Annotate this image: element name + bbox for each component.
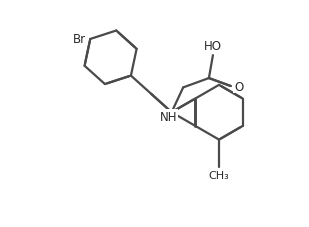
Text: HO: HO bbox=[204, 40, 222, 53]
Text: CH₃: CH₃ bbox=[209, 170, 229, 180]
Text: Br: Br bbox=[72, 33, 86, 46]
Text: O: O bbox=[234, 80, 243, 93]
Text: NH: NH bbox=[160, 110, 177, 123]
